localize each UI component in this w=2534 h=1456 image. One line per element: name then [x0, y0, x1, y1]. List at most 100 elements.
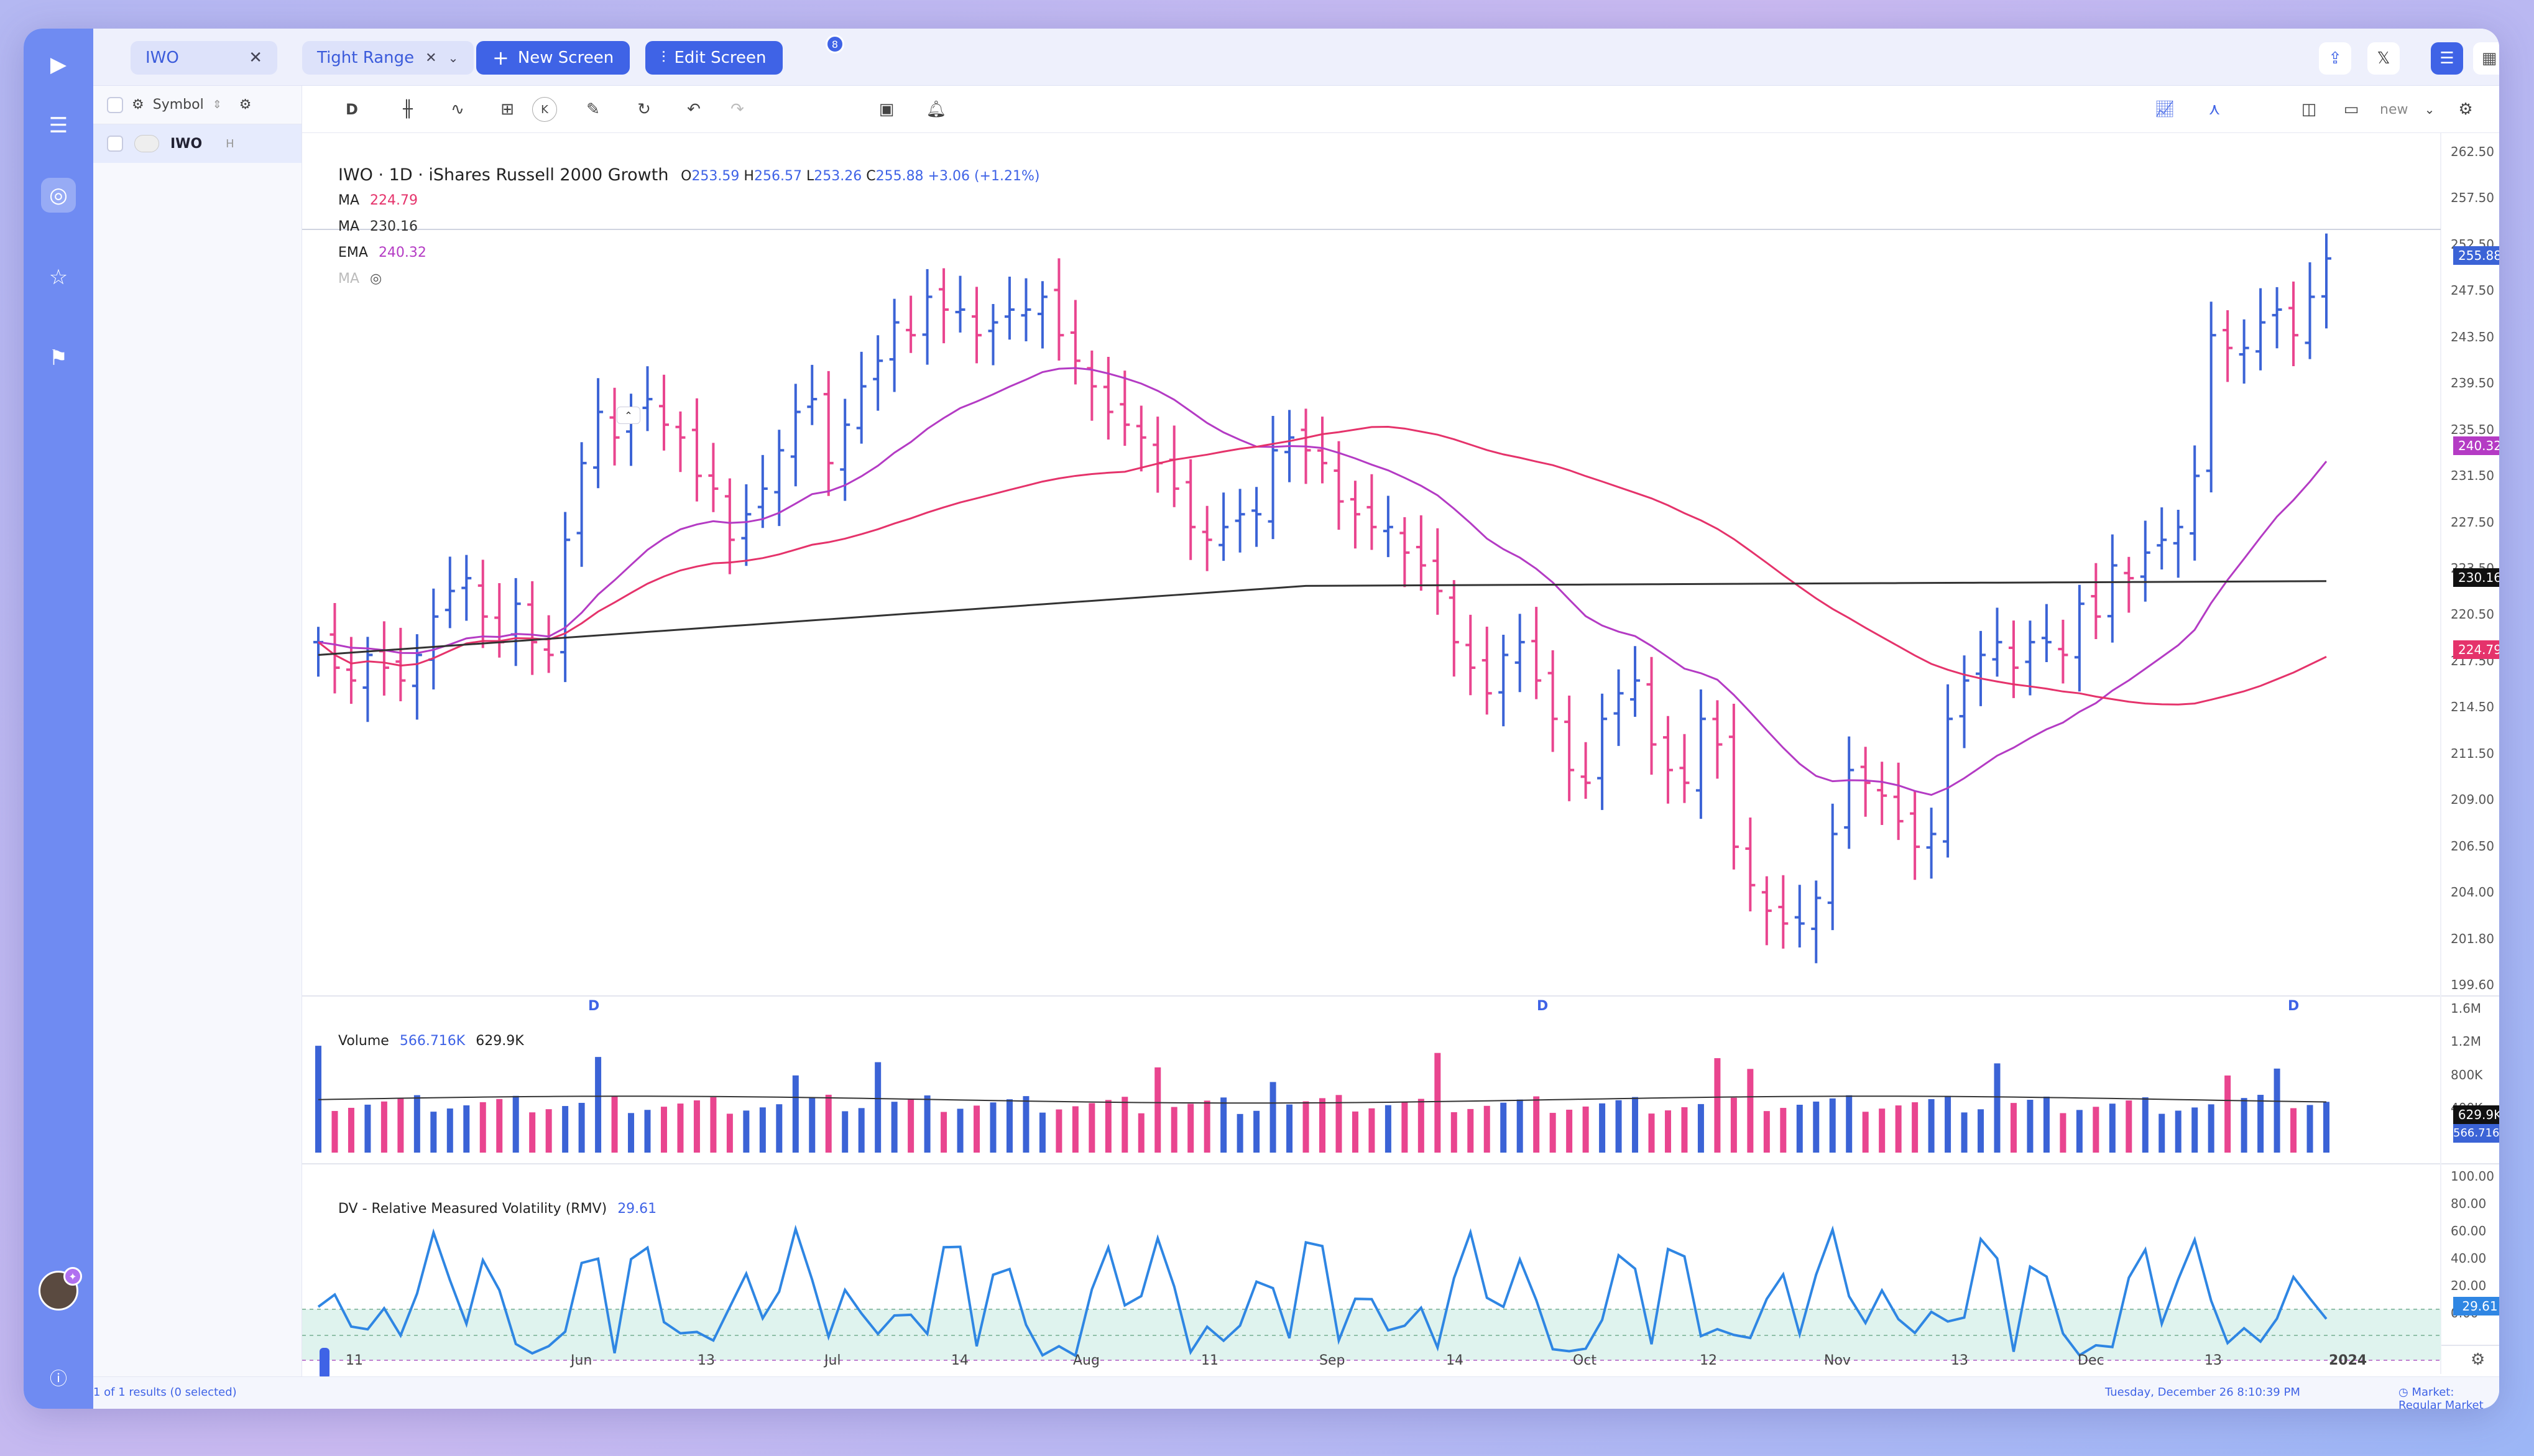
time-axis[interactable]: 11 Jun 13 Jul 14 Aug 11 Sep 14 Oct 12 Nov 13 Dec 13 202…	[302, 1347, 2441, 1374]
rmv-tick-label: 100.00	[2451, 1169, 2494, 1184]
grid-view-icon[interactable]: ▦	[2473, 42, 2499, 75]
volume-tick-label: 800K	[2451, 1067, 2483, 1082]
volume-bar	[1533, 1096, 1540, 1153]
volume-bar	[1780, 1108, 1787, 1153]
price-tick-label: 231.50	[2451, 468, 2494, 484]
volume-bar	[1269, 1082, 1276, 1153]
symbol-column-header[interactable]: Symbol	[152, 97, 204, 113]
volume-bars	[315, 1046, 2329, 1153]
close-icon[interactable]: ✕	[249, 48, 262, 67]
calendar-icon[interactable]: ▣	[878, 100, 895, 119]
volume-bar	[1154, 1067, 1161, 1153]
redo-icon[interactable]: ↷	[730, 100, 744, 119]
rmv-value: 29.61	[617, 1201, 657, 1217]
hotkey-badge[interactable]: K	[532, 97, 557, 122]
chart-type-line-icon[interactable]: 📈︎	[2154, 100, 2175, 119]
help-icon[interactable]: ⓘ	[49, 1368, 67, 1389]
price-tick-label: 262.50	[2451, 144, 2494, 159]
earnings-marker[interactable]: D	[1537, 998, 1549, 1014]
settings-gear-icon[interactable]: ⚙	[2458, 100, 2473, 119]
volume-bar	[1945, 1095, 1951, 1153]
select-all-checkbox[interactable]	[107, 96, 123, 113]
watchlist-star-icon[interactable]: ☆	[48, 265, 68, 290]
folder-icon[interactable]: ▭	[2343, 100, 2359, 119]
indicators-icon[interactable]: ∿	[451, 100, 464, 119]
gear-icon[interactable]: ⚙	[239, 97, 252, 113]
volume-ma-tag: 629.9K	[2453, 1105, 2499, 1124]
volume-bar	[1237, 1113, 1243, 1153]
x-social-icon[interactable]: 𝕏	[2367, 42, 2400, 75]
screen-selector[interactable]: Tight Range ✕ ⌄	[302, 41, 474, 75]
price-tick-label: 206.50	[2451, 838, 2494, 854]
price-tick-label: 243.50	[2451, 329, 2494, 344]
draw-pencil-icon[interactable]: ✎	[586, 100, 600, 119]
logo-play-icon[interactable]: ▶	[50, 52, 67, 77]
time-tick-label: 13	[698, 1353, 715, 1368]
rmv-tick-label: 60.00	[2451, 1223, 2487, 1238]
eye-hidden-icon[interactable]: ◎	[370, 271, 382, 287]
layout-icon[interactable]: ◫	[2301, 100, 2317, 119]
volume-bar	[1138, 1113, 1145, 1153]
volume-bar	[1582, 1106, 1589, 1153]
volume-bar	[1961, 1112, 1968, 1153]
screener-target-icon[interactable]: ◎	[41, 178, 76, 213]
legend-collapse-button[interactable]: ⌃	[617, 407, 640, 424]
edit-screen-label: Edit Screen	[674, 48, 767, 67]
earnings-marker[interactable]: D	[588, 998, 600, 1014]
share-icon[interactable]: ⇪	[2319, 42, 2351, 75]
price-tick-label: 247.50	[2451, 283, 2494, 298]
clear-icon[interactable]: ✕	[425, 50, 437, 66]
flag-icon[interactable]: ⚑	[48, 346, 68, 371]
column-settings-icon[interactable]: ⚙	[132, 97, 144, 113]
compare-icon[interactable]: ⋏	[2208, 100, 2221, 119]
chart-area[interactable]: IWO · 1D · iShares Russell 2000 Growth O…	[302, 133, 2499, 1379]
interval-button[interactable]: D	[346, 101, 358, 118]
symbol-tab[interactable]: IWO ✕	[131, 41, 277, 75]
pane-drag-handle[interactable]	[320, 1348, 329, 1379]
ma50-line	[318, 425, 2327, 706]
ma50-value: 224.79	[370, 193, 418, 208]
volume-bar	[1632, 1097, 1639, 1153]
time-tick-label: 14	[951, 1353, 969, 1368]
bar-type-icon[interactable]: ╫	[403, 100, 413, 119]
volume-bar	[1401, 1102, 1408, 1153]
chart-svg[interactable]	[302, 133, 2499, 1405]
templates-icon[interactable]: ⊞	[500, 100, 514, 119]
volume-bar	[1122, 1097, 1128, 1153]
ma50-legend: MA 224.79	[338, 193, 418, 208]
refresh-icon[interactable]: ↻	[637, 100, 651, 119]
sliders-icon: ⫶	[661, 48, 666, 67]
volume-bar	[2076, 1110, 2083, 1153]
new-screen-button[interactable]: + New Screen	[476, 41, 630, 75]
volume-ma-line	[318, 1095, 2327, 1104]
volume-bar	[595, 1057, 602, 1153]
menu-icon[interactable]: ☰	[48, 113, 68, 138]
earnings-marker[interactable]: D	[2288, 998, 2300, 1014]
ma200-value: 230.16	[370, 219, 418, 234]
row-checkbox[interactable]	[107, 136, 123, 152]
alert-bell-icon[interactable]: 🔔︎	[926, 100, 947, 119]
sort-icon[interactable]: ⇕	[212, 98, 222, 111]
edit-screen-button[interactable]: ⫶ Edit Screen	[645, 41, 783, 75]
time-tick-label: 13	[1951, 1353, 1968, 1368]
chevron-down-icon[interactable]: ⌄	[2424, 102, 2435, 117]
fullscreen-icon[interactable]: ⛶	[2495, 97, 2499, 122]
rmv-tag: 29.61	[2453, 1297, 2499, 1315]
price-tick-label: 199.60	[2451, 977, 2494, 992]
volume-bar	[2093, 1107, 2099, 1153]
close-label: C	[866, 168, 876, 184]
time-tick-label: Oct	[1573, 1353, 1597, 1368]
time-tick-label: 14	[1446, 1353, 1463, 1368]
ma200-price-tag: 230.16	[2453, 568, 2499, 587]
chevron-down-icon[interactable]: ⌄	[448, 50, 459, 65]
axis-settings-icon[interactable]: ⚙	[2471, 1350, 2486, 1369]
undo-icon[interactable]: ↶	[687, 100, 701, 119]
price-tick-label: 220.50	[2451, 607, 2494, 622]
volume-tick-label: 1.6M	[2451, 1001, 2482, 1016]
price-tick-label: 239.50	[2451, 376, 2494, 391]
volume-bar	[660, 1107, 667, 1153]
list-view-icon[interactable]: ☰	[2431, 42, 2463, 75]
list-item[interactable]: IWO H	[93, 124, 302, 163]
layout-name[interactable]: new	[2380, 101, 2408, 117]
